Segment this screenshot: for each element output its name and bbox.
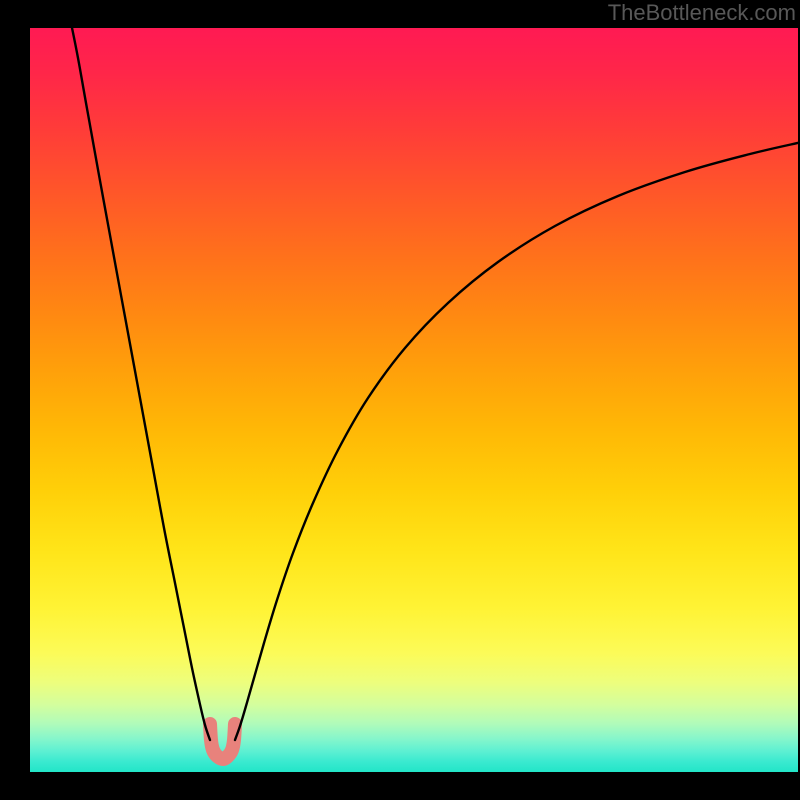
curve-right xyxy=(235,142,798,740)
frame-border-left xyxy=(0,0,30,800)
chart-svg xyxy=(30,28,798,772)
curve-left xyxy=(71,28,210,740)
frame-border-bottom xyxy=(0,772,800,800)
valley-marker xyxy=(210,724,235,759)
page-root: { "canvas": { "width": 800, "height": 80… xyxy=(0,0,800,800)
watermark-text: TheBottleneck.com xyxy=(608,0,796,26)
plot-area xyxy=(30,28,798,772)
